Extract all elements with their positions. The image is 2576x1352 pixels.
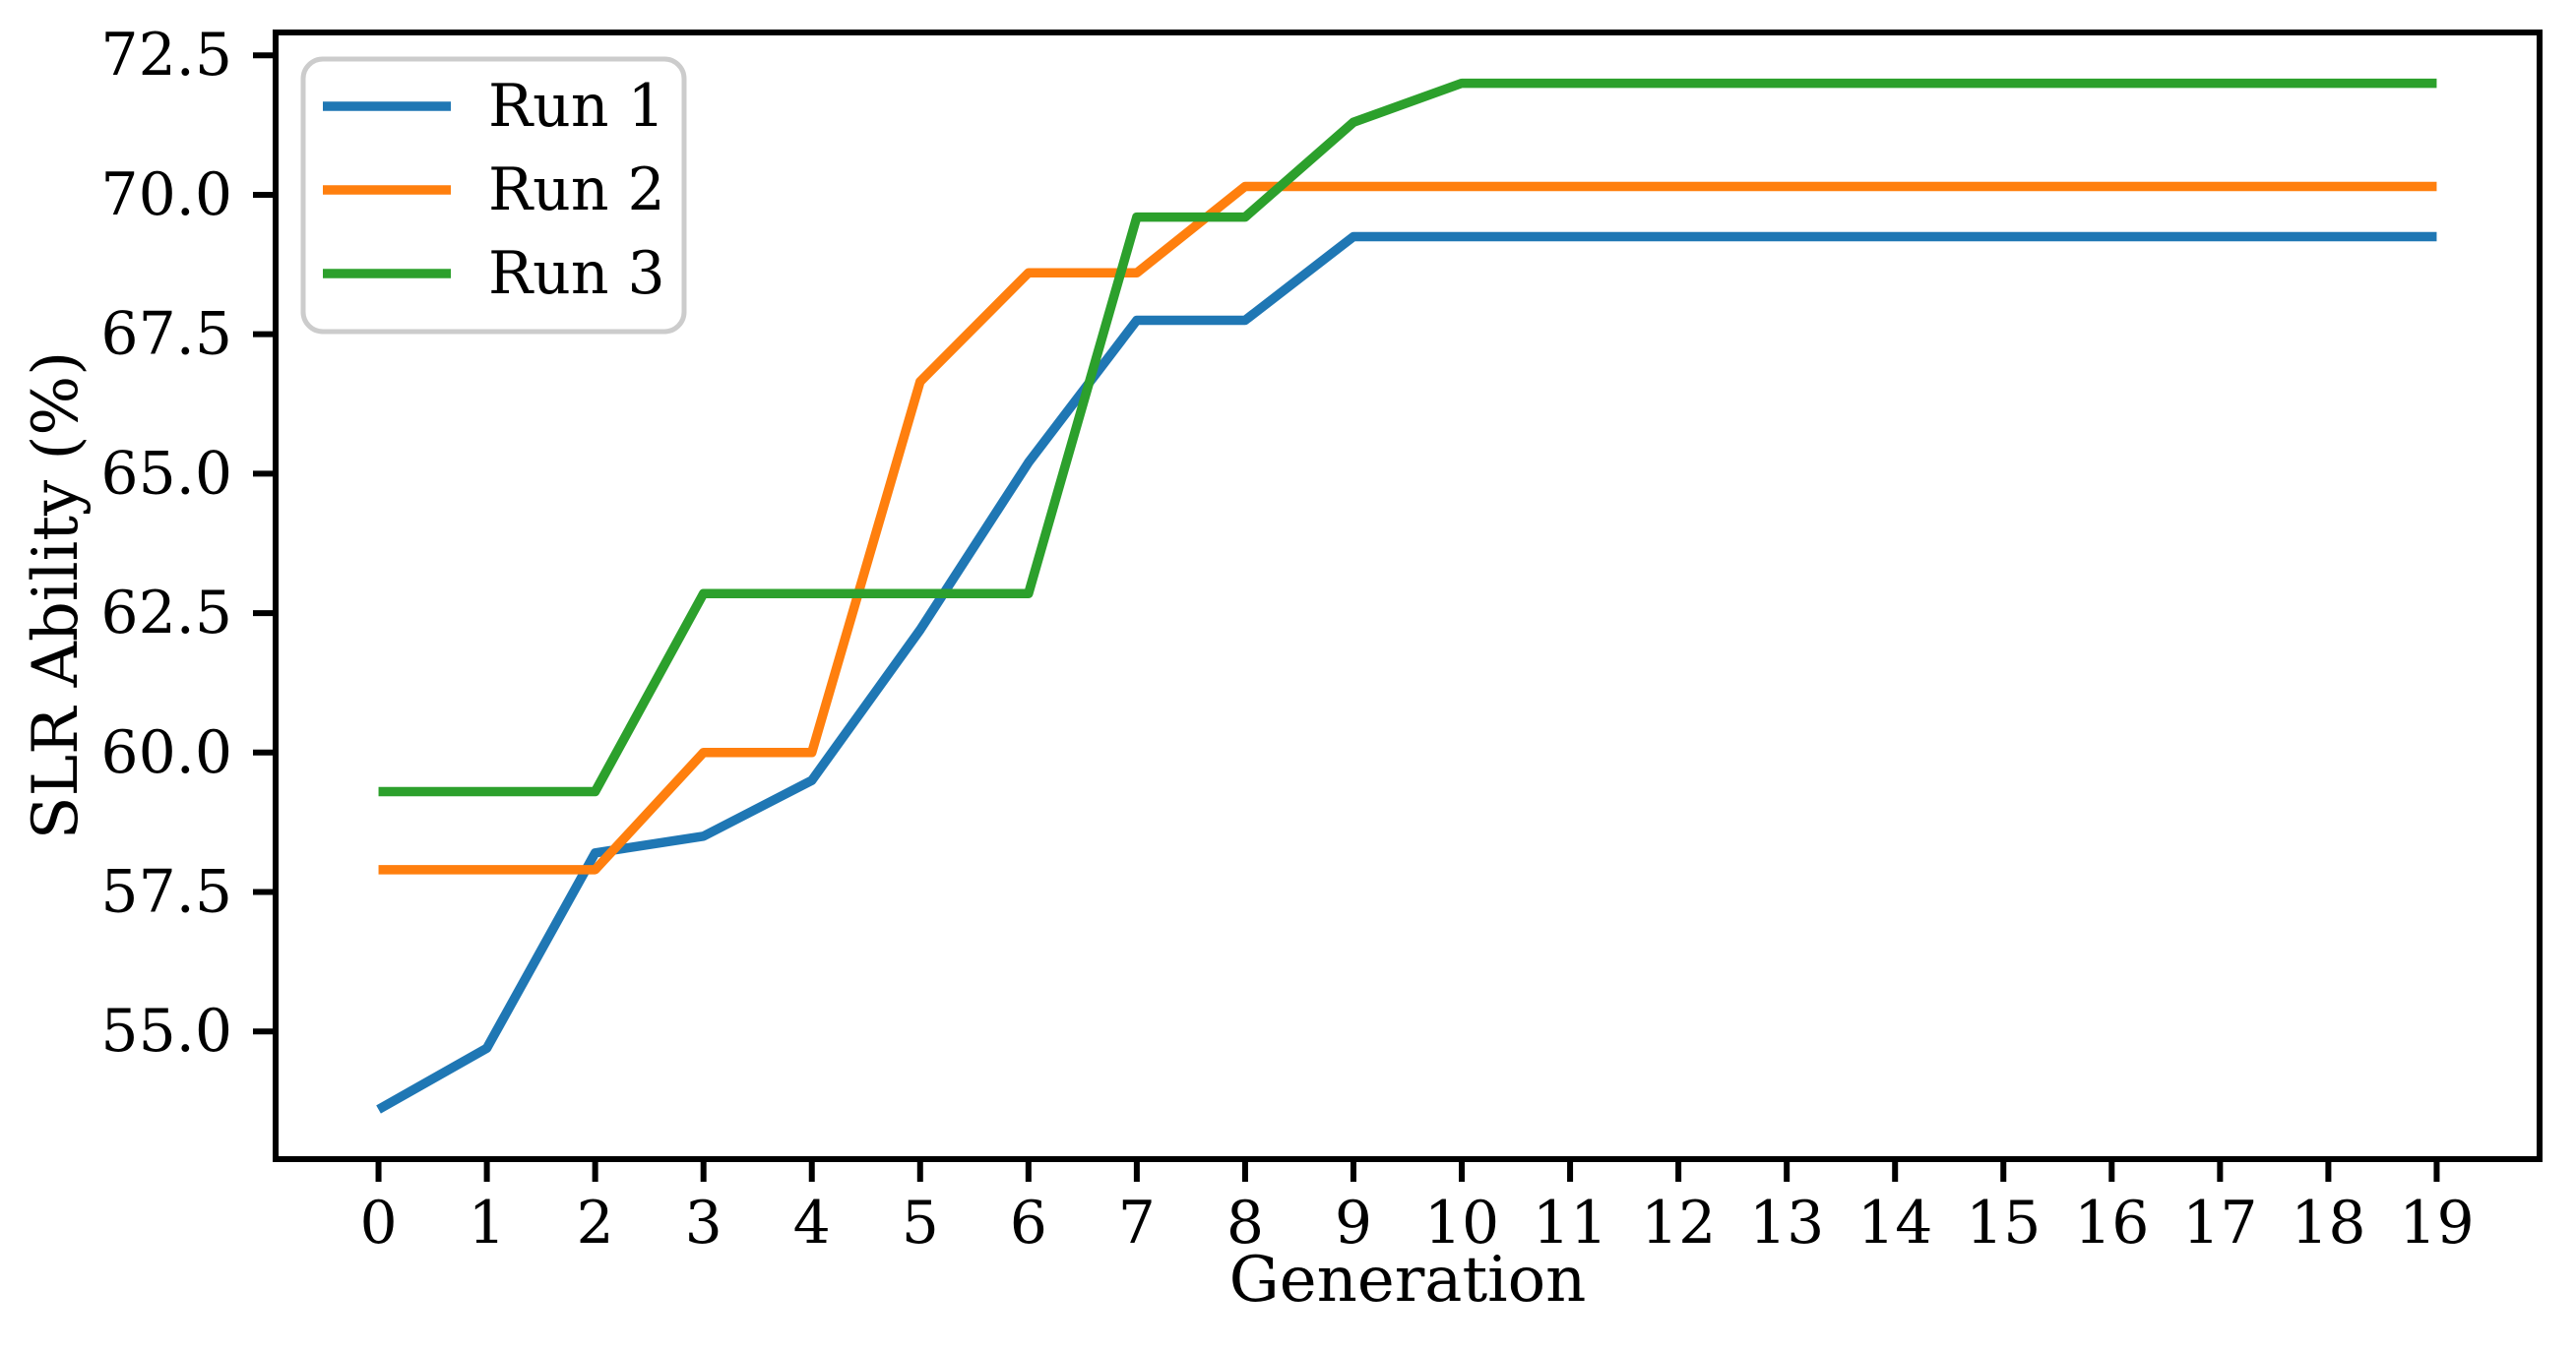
- y-tick-label: 57.5: [100, 857, 232, 926]
- legend-box: [300, 56, 687, 335]
- legend-label: Run 3: [488, 239, 665, 308]
- legend-label: Run 1: [488, 72, 665, 141]
- x-tick-label: 3: [685, 1189, 723, 1258]
- series-lines: [376, 78, 2437, 1114]
- series-line-run-3: [378, 78, 2437, 797]
- x-tick-label: 8: [1226, 1189, 1264, 1258]
- x-tick-label: 9: [1335, 1189, 1372, 1258]
- x-tick-label: 7: [1118, 1189, 1156, 1258]
- legend-item: Run 3: [323, 239, 665, 308]
- x-tick-label: 17: [2182, 1189, 2257, 1258]
- y-tick-label: 55.0: [100, 997, 232, 1066]
- x-tick-label: 13: [1749, 1189, 1824, 1258]
- y-axis-ticks: 55.0 57.5 60.0 62.5 65.0 67.5 70.0 72.5: [100, 21, 273, 1066]
- x-tick-label: 12: [1641, 1189, 1716, 1258]
- legend-item: Run 1: [323, 72, 665, 141]
- legend-item: Run 2: [323, 155, 665, 224]
- x-tick-label: 10: [1424, 1189, 1499, 1258]
- x-tick-label: 19: [2399, 1189, 2474, 1258]
- x-tick-label: 0: [359, 1189, 397, 1258]
- plot-area-border: [273, 30, 2543, 1162]
- x-tick-label: 16: [2074, 1189, 2149, 1258]
- x-tick-label: 11: [1533, 1189, 1607, 1258]
- x-tick-label: 15: [1966, 1189, 2041, 1258]
- y-tick-label: 65.0: [100, 439, 232, 508]
- y-tick-label: 67.5: [100, 300, 232, 369]
- legend: Run 1 Run 2 Run 3: [300, 56, 687, 335]
- x-tick-label: 2: [577, 1189, 614, 1258]
- y-tick-label: 60.0: [100, 718, 232, 787]
- series-line-run-1: [376, 231, 2437, 1114]
- x-axis-label: Generation: [1229, 1244, 1587, 1317]
- x-axis-ticks: 0 1 2 3 4 5 6 7 8 9 10 11 12 13 14 15 16 17 18 19: [359, 1162, 2475, 1258]
- x-tick-label: 6: [1010, 1189, 1047, 1258]
- x-tick-label: 1: [468, 1189, 505, 1258]
- x-tick-label: 18: [2291, 1189, 2365, 1258]
- x-tick-label: 4: [793, 1189, 831, 1258]
- x-tick-label: 5: [902, 1189, 939, 1258]
- x-tick-label: 14: [1857, 1189, 1932, 1258]
- legend-label: Run 2: [488, 155, 665, 224]
- y-tick-label: 72.5: [100, 21, 232, 90]
- y-axis-label: SLR Ability (%): [20, 351, 93, 839]
- y-tick-label: 70.0: [100, 160, 232, 229]
- series-line-run-2: [378, 181, 2437, 875]
- y-tick-label: 62.5: [100, 579, 232, 647]
